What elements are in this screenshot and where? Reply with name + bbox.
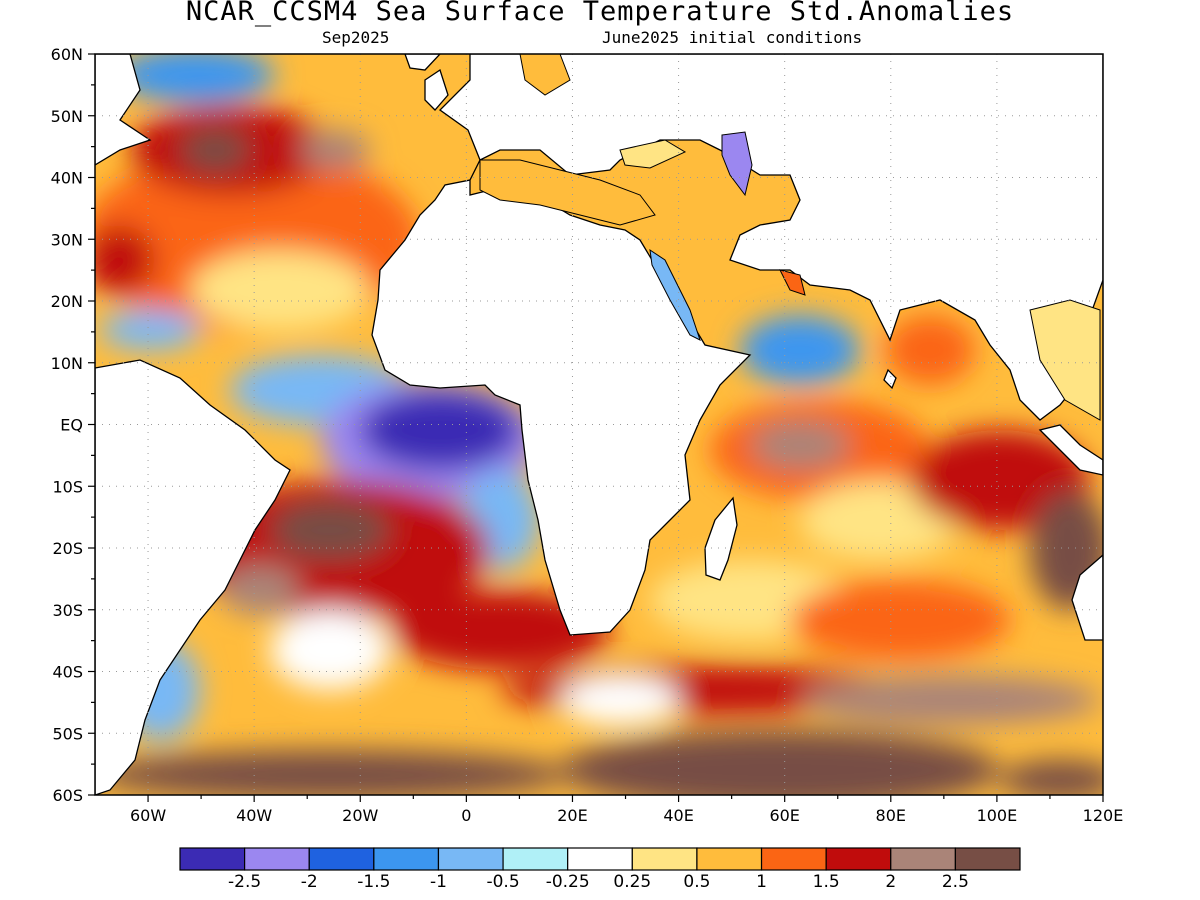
lon-label: 40E (663, 806, 693, 825)
field-bay-bengal-warm (885, 315, 975, 385)
lat-label: 60N (51, 45, 83, 64)
land-sri-lanka (883, 368, 897, 390)
lon-label: 100E (977, 806, 1018, 825)
field-na-extreme-1 (180, 128, 250, 172)
colorbar-swatch (631, 847, 698, 871)
lat-label: 10S (52, 477, 83, 496)
land-masses (95, 54, 1103, 795)
colorbar-label: -0.25 (546, 872, 590, 892)
field-caribbean-hot (95, 225, 155, 295)
colorbar-swatch (954, 847, 1021, 871)
lat-label: EQ (60, 416, 83, 435)
colorbar-labels: -2.5 -2 -1.5 -1 -0.5 -0.25 0.25 0.5 1 1.5 2 2.5 (228, 872, 969, 892)
colorbar-label: -1.5 (357, 872, 390, 892)
colorbar-swatch (760, 847, 827, 871)
map-title: NCAR_CCSM4 Sea Surface Temperature Std.A… (185, 0, 1015, 27)
field-na-mild (190, 250, 370, 330)
colorbar-label: -0.5 (486, 872, 519, 892)
colorbar-swatch (244, 847, 310, 871)
land-australia (1071, 554, 1103, 641)
subtitle-initial-conditions: June2025 initial conditions (602, 28, 863, 47)
colorbar-swatch (437, 847, 504, 871)
lon-label: 120E (1083, 806, 1124, 825)
land-iceland (404, 54, 441, 71)
lat-label: 30S (52, 601, 83, 620)
field-sa-extreme (270, 500, 390, 560)
colorbar-label: 0.5 (683, 872, 710, 892)
colorbar-label: -2.5 (228, 872, 261, 892)
sea-south-china (1029, 299, 1101, 421)
lon-label: 60W (130, 806, 166, 825)
colorbar-swatch (696, 847, 763, 871)
land-eurasia-africa (371, 54, 1103, 636)
colorbar-swatch (373, 847, 440, 871)
colorbar-swatch (825, 847, 892, 871)
colorbar-label: -2 (301, 872, 318, 892)
colorbar-label: 0.25 (613, 872, 651, 892)
colorbar-swatch (890, 847, 956, 871)
map-gridlines (95, 54, 1103, 795)
colorbar-swatch (502, 847, 569, 871)
lon-label: 80E (876, 806, 906, 825)
lon-label: 40W (236, 806, 272, 825)
subtitle-date: Sep2025 (322, 28, 390, 47)
colorbar-swatch (567, 847, 633, 871)
field-io-extreme (750, 420, 850, 470)
lat-label: 20N (51, 292, 83, 311)
axis-ticks (88, 53, 1104, 802)
field-na-cool (115, 54, 275, 103)
field-sio-warm (790, 580, 1010, 660)
field-eq-coldest (360, 390, 520, 470)
lon-label: 60E (769, 806, 799, 825)
lon-labels: 60W 40W 20W 0 20E 40E 60E 80E 100E 120E (130, 806, 1123, 825)
colorbar-label: 2 (885, 872, 896, 892)
lat-label: 40N (51, 169, 83, 188)
field-arabian-cool (740, 315, 860, 385)
land-indonesia (1038, 424, 1103, 476)
land-britain (424, 68, 449, 111)
colorbar-label: -1 (430, 872, 447, 892)
field-so-neutral (560, 675, 680, 725)
sea-black (619, 139, 687, 169)
land-south-america (95, 359, 291, 795)
lon-label: 20E (557, 806, 587, 825)
colorbar-label: 2.5 (942, 872, 969, 892)
field-sa-extreme-2 (220, 565, 300, 615)
lat-label: 60S (52, 786, 83, 805)
lon-label: 0 (461, 806, 471, 825)
sea-mediterranean (479, 159, 656, 226)
colorbar-swatch (308, 847, 375, 871)
lat-label: 10N (51, 354, 83, 373)
land-madagascar (704, 496, 738, 581)
field-so-extreme-2 (560, 730, 1000, 795)
lat-labels: 60N 50N 40N 30N 20N 10N EQ 10S 20S 30S 40S 50S 60S (51, 45, 83, 805)
sea-caspian (721, 131, 753, 197)
field-so-extreme-3 (95, 750, 570, 795)
lat-label: 30N (51, 230, 83, 249)
lat-label: 50N (51, 107, 83, 126)
field-so-extreme-4 (1000, 760, 1103, 795)
colorbar-label: 1 (756, 872, 767, 892)
lat-label: 50S (52, 724, 83, 743)
field-sa-neutral (270, 610, 390, 690)
sea-baltic (519, 54, 571, 96)
field-na-extreme-2 (300, 130, 370, 170)
colorbar-swatch (179, 847, 246, 871)
lat-label: 40S (52, 663, 83, 682)
land-north-america (95, 54, 152, 166)
colorbar-label: 1.5 (813, 872, 840, 892)
lon-label: 20W (342, 806, 378, 825)
sea-persian-gulf (779, 269, 806, 296)
sea-red (649, 248, 701, 341)
field-caribbean-cool (100, 310, 200, 350)
lat-label: 20S (52, 539, 83, 558)
colorbar (179, 847, 1021, 871)
field-so-extreme (800, 675, 1100, 725)
sst-anomaly-field (95, 54, 1103, 795)
